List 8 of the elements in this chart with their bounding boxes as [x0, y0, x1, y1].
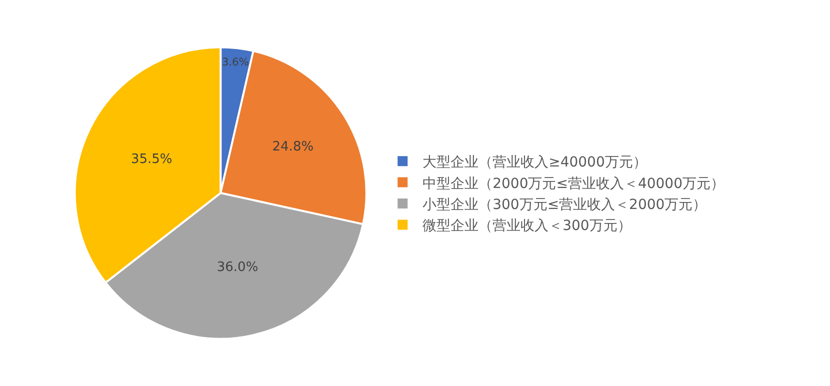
- data-label: 3.6%: [222, 56, 249, 69]
- data-label: 24.8%: [272, 140, 314, 155]
- legend-label: 微型企业（营业收入＜300万元）: [422, 218, 632, 234]
- data-label: 35.5%: [130, 152, 172, 167]
- legend-label: 小型企业（300万元≤营业收入＜2000万元）: [422, 196, 707, 213]
- legend-label: 中型企业（2000万元≤营业收入＜40000万元）: [422, 176, 725, 192]
- data-label: 36.0%: [216, 260, 258, 276]
- legend-label: 大型企业（营业收入≥40000万元）: [422, 154, 647, 171]
